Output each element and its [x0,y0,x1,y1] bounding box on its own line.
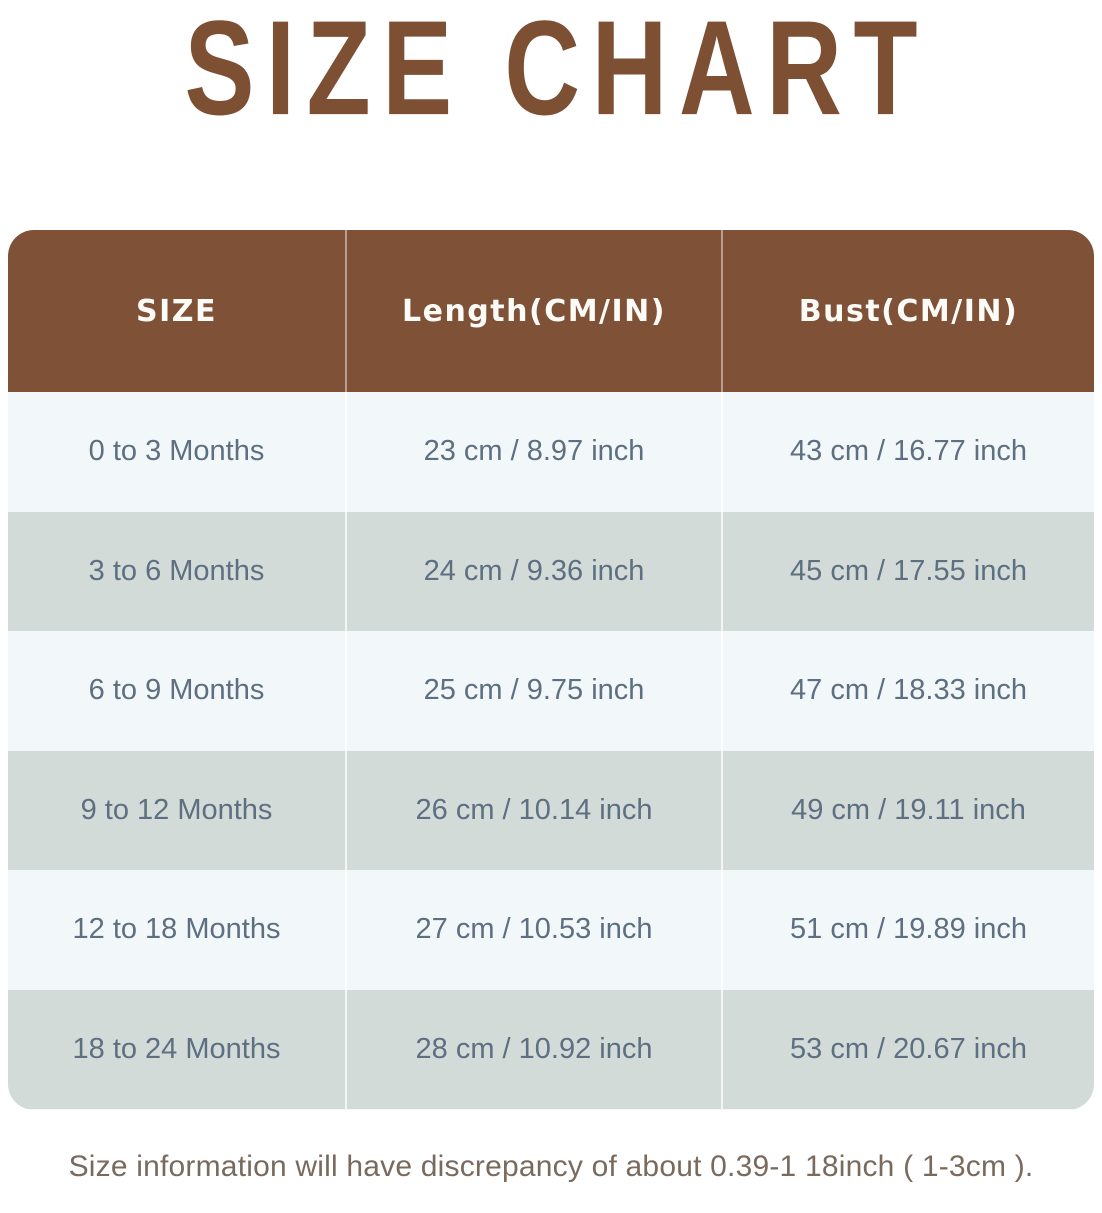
table-header-row: SIZE Length(CM/IN) Bust(CM/IN) [8,230,1094,392]
table-row: 0 to 3 Months 23 cm / 8.97 inch 43 cm / … [8,392,1094,512]
cell-bust: 53 cm / 20.67 inch [721,989,1094,1109]
table-row: 18 to 24 Months 28 cm / 10.92 inch 53 cm… [8,989,1094,1109]
size-chart-table: SIZE Length(CM/IN) Bust(CM/IN) 0 to 3 Mo… [8,230,1094,1110]
page-title-container: SIZE CHART [0,0,1102,144]
cell-bust: 43 cm / 16.77 inch [721,392,1094,512]
table-row: 9 to 12 Months 26 cm / 10.14 inch 49 cm … [8,750,1094,870]
table-row: 3 to 6 Months 24 cm / 9.36 inch 45 cm / … [8,511,1094,631]
cell-length: 23 cm / 8.97 inch [345,392,721,512]
column-header-size: SIZE [135,293,217,329]
cell-size: 9 to 12 Months [80,793,273,826]
column-header-length: Length(CM/IN) [345,230,721,392]
cell-length: 25 cm / 9.75 inch [345,631,721,751]
cell-size: 12 to 18 Months [72,913,281,946]
table-row: 6 to 9 Months 25 cm / 9.75 inch 47 cm / … [8,631,1094,751]
cell-bust: 49 cm / 19.11 inch [721,750,1094,870]
cell-length: 28 cm / 10.92 inch [345,989,721,1109]
page-title: SIZE CHART [184,0,930,144]
column-header-bust: Bust(CM/IN) [721,230,1094,392]
cell-bust: 51 cm / 19.89 inch [721,870,1094,990]
cell-size: 6 to 9 Months [88,674,265,707]
cell-length: 27 cm / 10.53 inch [345,870,721,990]
cell-size: 18 to 24 Months [72,1032,281,1065]
cell-size: 0 to 3 Months [88,435,265,468]
table-row: 12 to 18 Months 27 cm / 10.53 inch 51 cm… [8,870,1094,990]
cell-size: 3 to 6 Months [88,554,265,587]
cell-length: 26 cm / 10.14 inch [345,750,721,870]
cell-bust: 47 cm / 18.33 inch [721,631,1094,751]
cell-bust: 45 cm / 17.55 inch [721,511,1094,631]
cell-length: 24 cm / 9.36 inch [345,511,721,631]
size-discrepancy-note: Size information will have discrepancy o… [68,1150,1034,1183]
